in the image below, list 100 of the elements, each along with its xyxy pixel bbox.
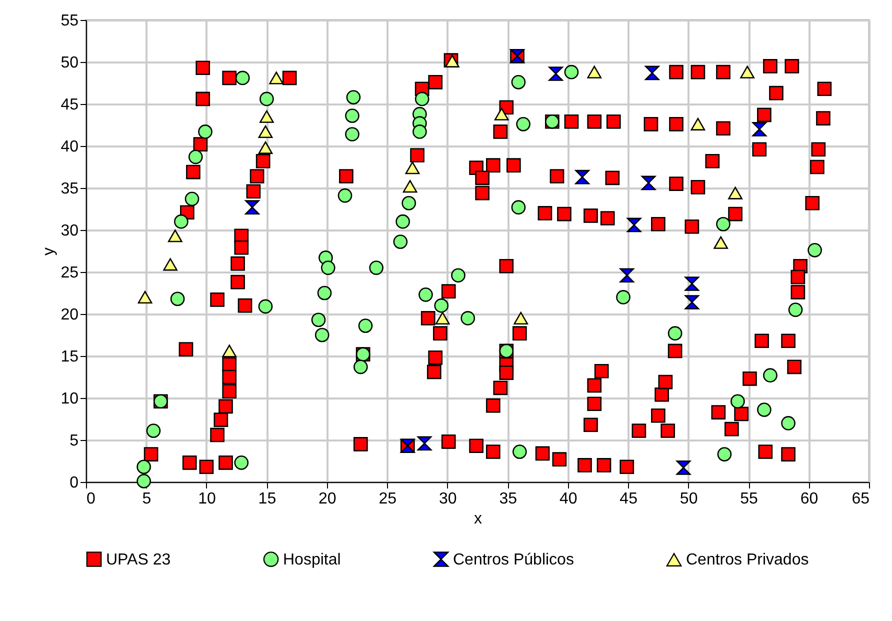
point <box>396 214 410 229</box>
point <box>311 312 326 328</box>
y-axis-title: y <box>40 248 58 256</box>
x-tick-label: 0 <box>86 490 96 508</box>
point <box>418 288 433 302</box>
legend-label: Centros Públicos <box>453 551 574 568</box>
point <box>494 108 509 120</box>
point <box>788 302 803 317</box>
point <box>184 192 200 206</box>
y-tick-label: 15 <box>60 348 79 366</box>
point <box>146 424 161 438</box>
point <box>136 460 151 474</box>
point <box>684 276 700 291</box>
point <box>320 260 336 275</box>
point <box>626 218 642 232</box>
x-tick-label: 15 <box>258 490 276 508</box>
x-tick-label: 40 <box>559 490 578 508</box>
y-tick-label: 55 <box>60 12 79 30</box>
point <box>346 90 361 104</box>
point <box>752 122 767 136</box>
point <box>222 344 237 358</box>
point <box>358 318 373 333</box>
x-tick-label: 25 <box>378 490 397 508</box>
point <box>512 444 527 459</box>
x-tick-label: 5 <box>142 490 152 508</box>
point <box>138 290 152 304</box>
point <box>587 66 602 78</box>
x-tick-label: 55 <box>740 490 758 508</box>
point <box>258 299 273 314</box>
point <box>258 125 273 138</box>
point <box>514 312 528 324</box>
point <box>781 416 796 430</box>
point <box>616 290 630 304</box>
point <box>434 298 449 313</box>
point <box>511 75 526 90</box>
point <box>258 141 273 154</box>
point <box>168 230 182 242</box>
point <box>435 312 450 324</box>
point <box>345 127 360 142</box>
point <box>402 196 416 210</box>
point <box>511 200 526 214</box>
point <box>136 474 151 488</box>
y-tick-label: 0 <box>70 474 79 492</box>
point <box>728 186 742 200</box>
point <box>163 258 178 271</box>
point <box>188 150 203 164</box>
x-tick-label: 20 <box>318 490 336 508</box>
point <box>730 394 745 409</box>
y-tick-label: 5 <box>70 432 79 450</box>
point <box>684 295 700 310</box>
point <box>516 117 530 132</box>
point <box>620 268 634 283</box>
point <box>235 70 250 86</box>
point <box>234 456 249 470</box>
x-tick-label: 65 <box>852 490 870 508</box>
point <box>460 311 476 326</box>
point <box>405 162 420 174</box>
point <box>564 64 579 80</box>
point <box>414 92 430 106</box>
point <box>690 118 706 130</box>
point <box>716 216 730 232</box>
point <box>260 110 274 123</box>
point <box>402 180 418 193</box>
legend-label: Hospital <box>283 551 341 568</box>
y-tick-label: 35 <box>60 180 79 198</box>
y-tick-label: 40 <box>60 138 79 156</box>
point <box>369 260 384 275</box>
legend-label: UPAS 23 <box>106 551 171 568</box>
point <box>717 447 732 462</box>
x-tick-label: 30 <box>438 490 457 508</box>
point <box>740 66 755 78</box>
point <box>317 286 332 300</box>
point <box>353 360 368 374</box>
y-tick-label: 45 <box>60 96 79 114</box>
point <box>174 214 188 229</box>
x-tick-label: 50 <box>680 490 698 508</box>
point <box>757 402 772 417</box>
point <box>668 326 682 340</box>
x-tick-label: 60 <box>800 490 818 508</box>
point <box>575 170 590 184</box>
point <box>245 200 260 214</box>
point <box>641 176 656 190</box>
point <box>645 66 660 80</box>
y-tick-label: 30 <box>60 222 79 240</box>
point <box>714 236 728 249</box>
point <box>393 234 408 249</box>
point <box>451 268 466 283</box>
x-tick-label: 35 <box>499 490 518 508</box>
point <box>170 292 185 306</box>
point <box>417 436 432 451</box>
x-tick-label: 45 <box>620 490 638 508</box>
y-tick-label: 50 <box>60 54 79 72</box>
point <box>269 72 284 84</box>
point <box>338 188 352 203</box>
y-tick-label: 10 <box>60 390 79 408</box>
y-tick-label: 20 <box>60 306 79 324</box>
point <box>763 368 778 382</box>
point <box>412 124 427 139</box>
point <box>676 460 691 475</box>
legend-label: Centros Privados <box>686 552 809 569</box>
